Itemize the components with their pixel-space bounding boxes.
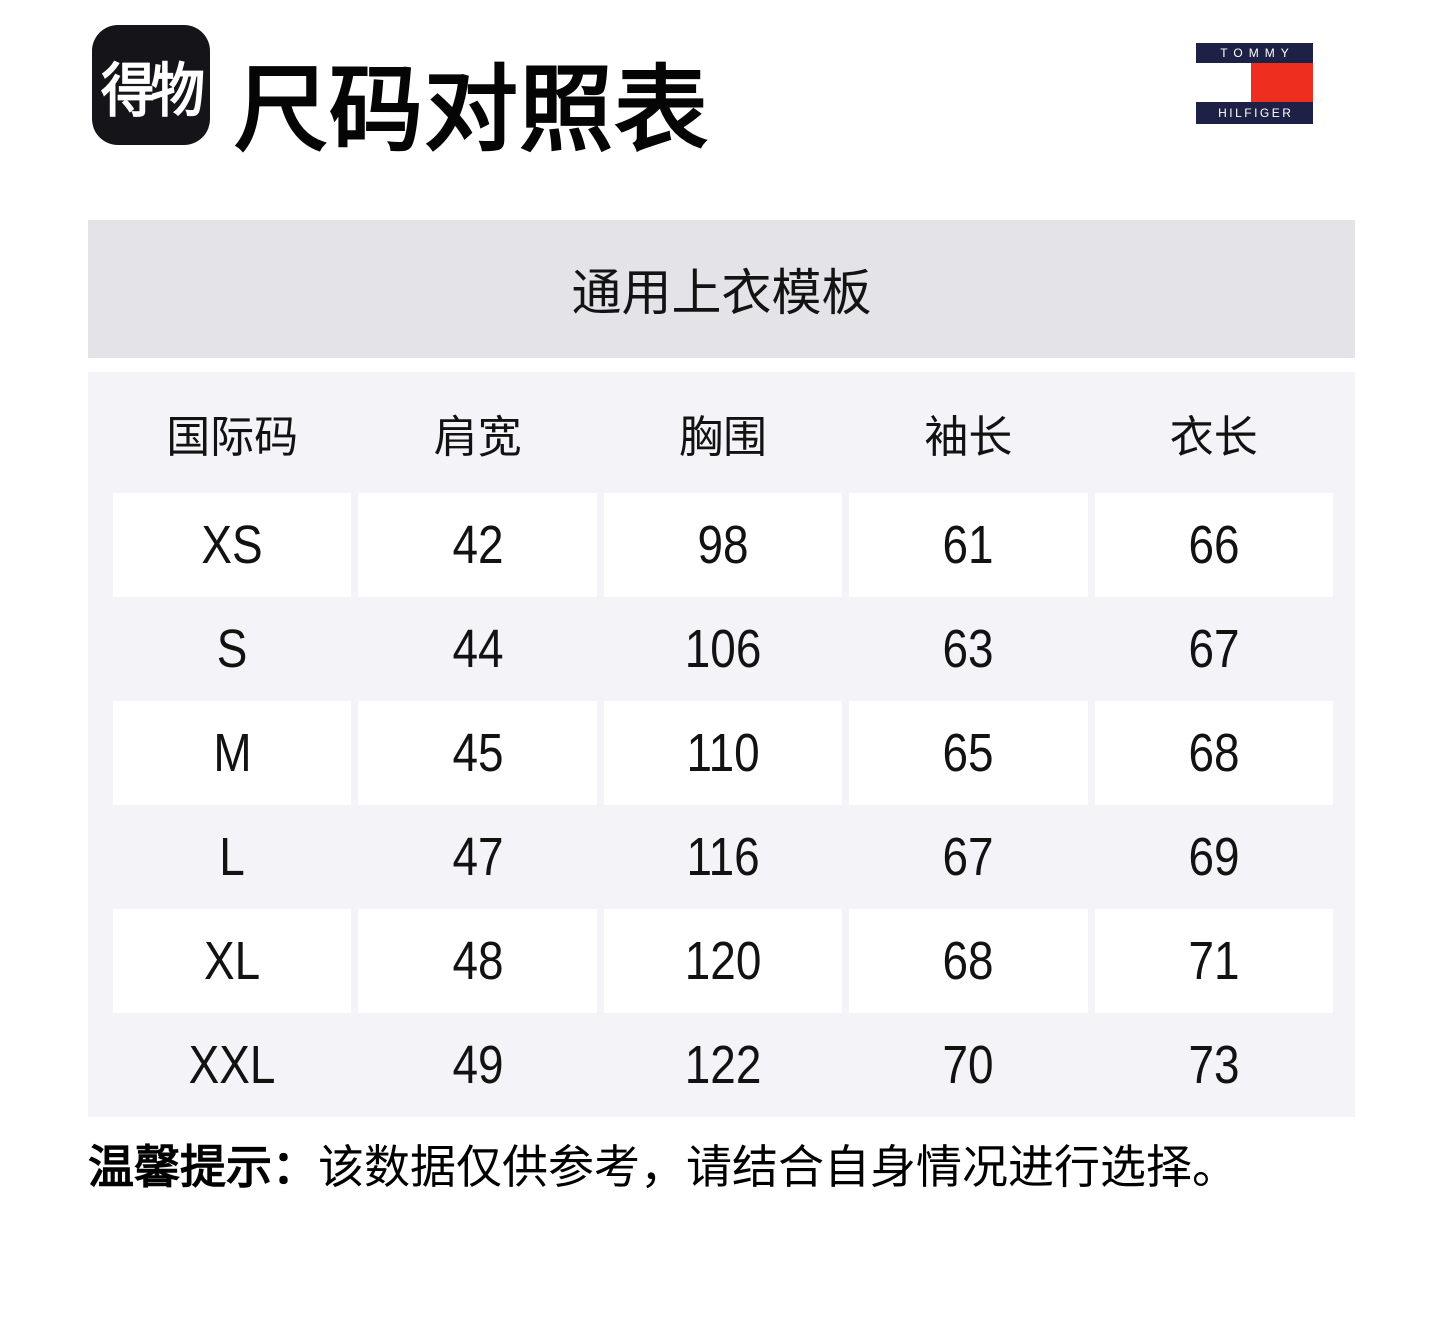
chest-cell: 122: [684, 1035, 762, 1095]
shoulder-cell: 42: [358, 493, 597, 597]
length-cell: 66: [1094, 493, 1333, 597]
tommy-hilfiger-logo: TOMMY HILFIGER: [1196, 43, 1313, 124]
shoulder-cell: 49: [452, 1035, 504, 1095]
flag-red-field: [1251, 63, 1313, 102]
flag-white-field: [1196, 63, 1251, 102]
length-cell: 67: [1188, 619, 1240, 679]
sleeve-cell: 63: [942, 619, 994, 679]
footer-tip: 温馨提示：该数据仅供参考，请结合自身情况进行选择。: [88, 1142, 1238, 1192]
hilfiger-wordmark: HILFIGER: [1196, 102, 1313, 124]
sleeve-cell: 61: [849, 493, 1088, 597]
table-row-m: M 45 110 65 68: [113, 701, 1333, 805]
dewu-logo: 得物: [92, 25, 210, 145]
sleeve-cell: 65: [849, 701, 1088, 805]
sleeve-cell: 68: [849, 909, 1088, 1013]
shoulder-cell: 44: [452, 619, 504, 679]
shoulder-cell: 48: [358, 909, 597, 1013]
table-row-l: L 47 116 67 69: [113, 805, 1333, 909]
chest-cell: 106: [684, 619, 762, 679]
column-header-garment-length: 衣长: [1169, 412, 1258, 462]
table-row-s: S 44 106 63 67: [113, 597, 1333, 701]
shoulder-cell: 45: [358, 701, 597, 805]
page-title: 尺码对照表: [234, 57, 710, 162]
length-cell: 71: [1094, 909, 1333, 1013]
chest-cell: 98: [603, 493, 843, 597]
sleeve-cell: 70: [942, 1035, 994, 1095]
length-cell: 69: [1188, 827, 1240, 887]
chest-cell: 110: [603, 701, 843, 805]
table-header-row: 国际码 肩宽 胸围 袖长 衣长: [113, 372, 1333, 493]
column-header-international-size: 国际码: [166, 412, 299, 462]
column-header-chest: 胸围: [678, 412, 767, 462]
dewu-logo-text: 得物: [101, 58, 205, 124]
size-cell: L: [219, 827, 245, 887]
template-banner: 通用上衣模板: [88, 220, 1355, 358]
table-row-xs: XS 42 98 61 66: [113, 493, 1333, 597]
size-cell: M: [113, 701, 352, 805]
sleeve-cell: 67: [942, 827, 994, 887]
tip-label: 温馨提示：: [88, 1141, 318, 1193]
flag-middle-band: [1196, 63, 1313, 102]
size-cell: XL: [113, 909, 352, 1013]
chest-cell: 116: [686, 827, 760, 887]
column-header-sleeve-length: 袖长: [924, 412, 1013, 462]
size-table: 国际码 肩宽 胸围 袖长 衣长 XS 42 98 61 66 S 44 106 …: [88, 372, 1355, 1117]
table-row-xxl: XXL 49 122 70 73: [113, 1013, 1333, 1117]
size-cell: S: [216, 619, 248, 679]
column-header-shoulder-width: 肩宽: [433, 412, 522, 462]
chest-cell: 120: [603, 909, 843, 1013]
size-cell: XS: [113, 493, 352, 597]
table-row-xl: XL 48 120 68 71: [113, 909, 1333, 1013]
length-cell: 68: [1094, 701, 1333, 805]
length-cell: 73: [1188, 1035, 1240, 1095]
tommy-wordmark: TOMMY: [1196, 43, 1313, 63]
tip-text: 该数据仅供参考，请结合自身情况进行选择。: [318, 1141, 1238, 1193]
size-cell: XXL: [188, 1035, 276, 1095]
shoulder-cell: 47: [452, 827, 504, 887]
